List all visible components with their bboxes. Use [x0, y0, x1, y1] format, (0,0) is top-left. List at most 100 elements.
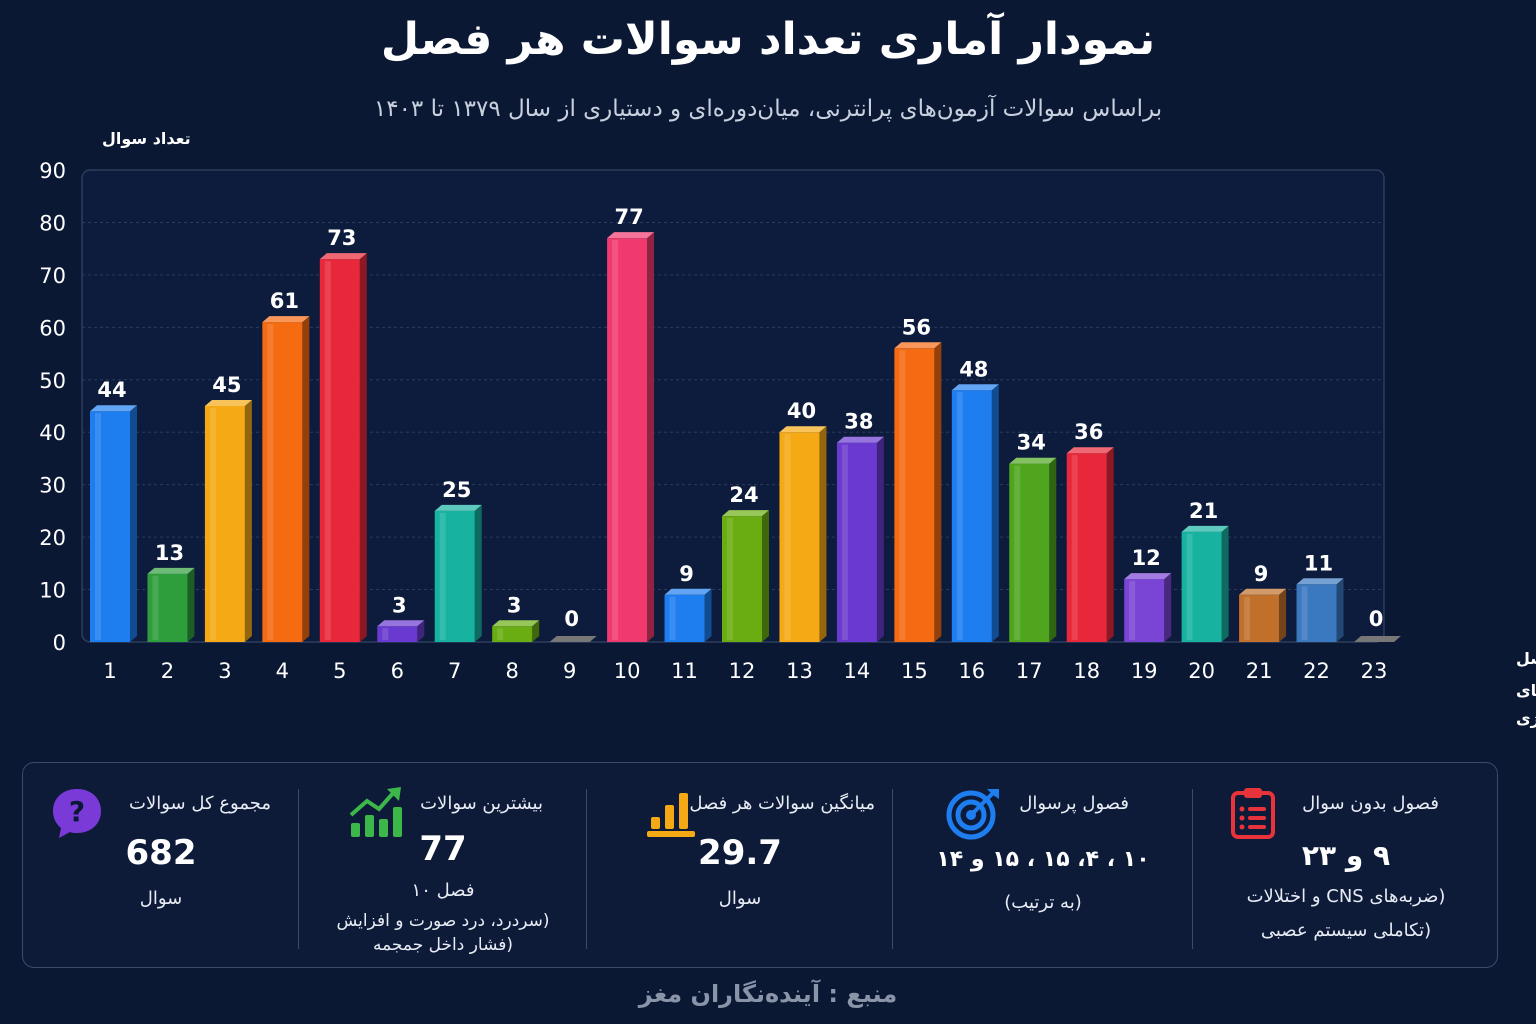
bar-chart: 0 10 20 30 40 50 60 70 80 90 تعداد سوال 44 1 13 2 45 3 61… — [39, 129, 1536, 728]
bar-side — [359, 253, 367, 642]
card-sub-line: (فشار داخل جمجمه — [372, 935, 514, 955]
card-sub-line: (ضربه‌های CNS و اختلالات — [1246, 886, 1446, 907]
card-max-questions: بیشترین سوالات 77 فصل ۱۰ (سردرد، درد صور… — [299, 763, 587, 969]
data-label: 44 — [97, 378, 126, 402]
bar-top — [1181, 525, 1229, 532]
bar-top — [894, 342, 942, 349]
card-divider — [892, 789, 893, 949]
trend-up-icon — [349, 787, 402, 837]
x-tick-label: 9 — [563, 659, 576, 683]
bar-side — [1221, 525, 1229, 642]
data-label: 0 — [1369, 607, 1384, 631]
card-sub-line: (تکاملی سیستم عصبی — [1260, 920, 1432, 941]
data-label: 56 — [902, 315, 931, 339]
x-tick-label: 8 — [505, 659, 518, 683]
bar-top — [1296, 578, 1344, 585]
target-icon — [946, 789, 999, 840]
bar-side — [302, 316, 310, 642]
bar-side — [647, 232, 655, 642]
bar-zero — [549, 636, 597, 642]
bar-highlight — [439, 512, 446, 640]
bar-highlight — [209, 408, 216, 640]
data-label: 34 — [1017, 431, 1046, 455]
bar-top — [90, 405, 137, 412]
x-tick-label: 22 — [1303, 659, 1330, 683]
bar-side — [819, 426, 827, 642]
data-label: 48 — [959, 357, 988, 381]
page-subtitle: براساس سوالات آزمون‌های پرانترنی، میان‌د… — [373, 96, 1163, 122]
bar-highlight — [152, 575, 159, 640]
card-value: ۹ و ۲۳ — [1301, 839, 1391, 872]
x-tick-label: 13 — [786, 659, 813, 683]
card-sub-line: فصل ۱۰ — [411, 880, 475, 901]
y-tick-label: 50 — [39, 369, 66, 393]
bar-top — [492, 620, 540, 627]
x-tick-label: 23 — [1361, 659, 1388, 683]
bar-top — [1124, 573, 1172, 580]
card-value: 29.7 — [698, 833, 782, 873]
bar-highlight — [1301, 586, 1308, 640]
card-divider — [298, 789, 299, 949]
data-label: 73 — [327, 226, 356, 250]
data-label: 9 — [1254, 562, 1269, 586]
card-average: میانگین سوالات هر فصل 29.7 سوال — [587, 763, 893, 969]
x-tick-label: 1 — [103, 659, 116, 683]
bar-top — [1009, 457, 1057, 464]
card-title: فصول بدون سوال — [1302, 793, 1439, 814]
bar-side — [532, 620, 540, 642]
data-label: 3 — [392, 593, 407, 617]
data-label: 0 — [564, 607, 579, 631]
bar-top — [951, 384, 999, 391]
data-label: 12 — [1132, 546, 1161, 570]
y-tick-label: 20 — [39, 526, 66, 550]
bar-side — [1106, 447, 1114, 642]
bar-highlight — [1129, 581, 1136, 640]
x-tick-label: 4 — [276, 659, 289, 683]
x-axis-label-line: آینده‌نگار نورولوژی — [1516, 708, 1536, 728]
data-label: 24 — [729, 483, 758, 507]
bar-highlight — [669, 596, 676, 640]
x-tick-label: 5 — [333, 659, 346, 683]
bar-highlight — [841, 444, 848, 640]
card-title: مجموع کل سوالات — [129, 793, 271, 814]
data-label: 11 — [1304, 551, 1333, 575]
y-tick-label: 90 — [39, 159, 66, 183]
bar-zero — [1354, 636, 1401, 642]
bar-top — [664, 588, 712, 595]
x-tick-label: 11 — [671, 659, 698, 683]
data-label: 38 — [844, 410, 873, 434]
bar-highlight — [612, 240, 619, 640]
source-note: منبع : آینده‌نگاران مغز — [638, 980, 898, 1008]
data-label: 36 — [1074, 420, 1103, 444]
data-label: 40 — [787, 399, 816, 423]
x-axis-label-line: شماره فصل — [1516, 649, 1536, 668]
bar-side — [474, 504, 482, 642]
y-tick-label: 60 — [39, 316, 66, 340]
card-title: میانگین سوالات هر فصل — [689, 793, 875, 814]
bar-side — [876, 436, 884, 642]
bar-top — [434, 504, 482, 511]
x-tick-label: 20 — [1188, 659, 1215, 683]
x-tick-label: 15 — [901, 659, 928, 683]
bar-top — [836, 436, 884, 443]
x-tick-label: 10 — [614, 659, 641, 683]
x-tick-label: 21 — [1246, 659, 1273, 683]
x-tick-label: 12 — [729, 659, 756, 683]
bar-side — [1164, 573, 1172, 642]
bar-top — [319, 253, 367, 260]
bar-highlight — [324, 261, 331, 640]
clipboard-icon — [1231, 788, 1275, 839]
bar-side — [130, 405, 137, 642]
bar-side — [1279, 588, 1287, 642]
bar-top — [1239, 588, 1287, 595]
card-value: ۱۰ ، ۴، ۱۵ ، ۱۵ و ۱۴ — [936, 847, 1150, 872]
x-tick-label: 17 — [1016, 659, 1043, 683]
card-sub-line: سوال — [139, 888, 183, 909]
card-value: 682 — [125, 833, 197, 873]
x-tick-label: 6 — [391, 659, 404, 683]
data-label: 21 — [1189, 499, 1218, 523]
data-label: 3 — [507, 593, 522, 617]
bar-highlight — [1071, 455, 1078, 640]
bar-side — [1336, 578, 1344, 642]
